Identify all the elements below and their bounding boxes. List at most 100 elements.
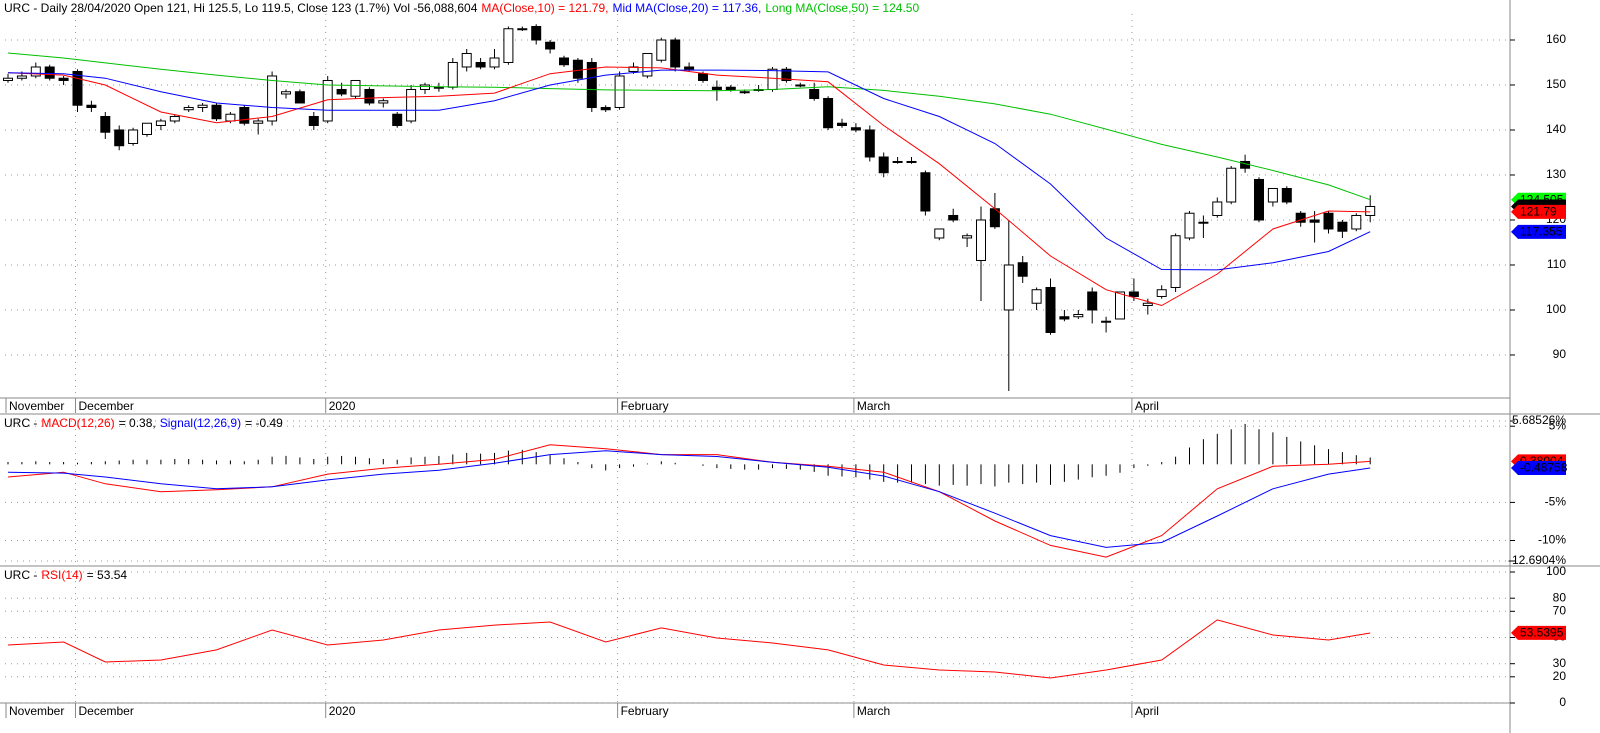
candle-body (461, 52, 472, 68)
candle-body (962, 235, 973, 239)
date-label: February (621, 704, 669, 718)
candle-body (976, 219, 986, 261)
y-tick-label: 30 (1553, 656, 1567, 670)
last-value-label: 117.355 (1520, 225, 1563, 239)
last-value-label: -0.48758 (1520, 461, 1568, 475)
candle-body (725, 86, 736, 90)
candle-body (809, 88, 820, 99)
indicator-line (7, 66, 1371, 307)
candle-body (545, 41, 556, 50)
candle-body (572, 59, 583, 79)
y-tick-label: 5.68526% (1512, 413, 1566, 427)
candle-body (1017, 262, 1028, 277)
y-tick-label: 90 (1553, 347, 1567, 361)
y-tick-label: 80 (1553, 590, 1567, 604)
candle-body (1226, 167, 1237, 203)
candle-body (1212, 201, 1223, 216)
candle-body (1323, 212, 1334, 230)
date-label: March (857, 399, 890, 413)
candle-body (433, 86, 444, 89)
candle-body (850, 127, 861, 131)
header-segment: = -0.49 (245, 416, 283, 430)
last-value-label: 121.79 (1520, 205, 1557, 219)
header-segment: URC - (4, 416, 37, 430)
y-tick-label: 100 (1546, 564, 1566, 578)
y-tick-label: 0 (1559, 695, 1566, 709)
candle-body (1281, 187, 1292, 203)
candle-body (197, 104, 208, 108)
indicator-line (7, 52, 1371, 201)
y-tick-label: 130 (1546, 167, 1566, 181)
indicator-line (7, 69, 1371, 271)
header-segment: = 53.54 (87, 568, 128, 582)
header-segment: MACD(12,26) (41, 416, 114, 430)
candle-body (892, 160, 903, 163)
candle-body (447, 61, 458, 88)
candle-body (128, 129, 139, 144)
pane-header: URC - Daily 28/04/2020 Open 121, Hi 125.… (4, 1, 919, 15)
candle-body (642, 52, 653, 77)
candle-body (837, 122, 847, 126)
candle-body (600, 106, 611, 111)
candle-body (183, 106, 194, 111)
candle-body (1156, 289, 1167, 297)
candle-body (934, 228, 945, 239)
candle-body (781, 68, 792, 81)
candle-body (155, 120, 166, 126)
candle-body (739, 91, 750, 94)
candle-body (44, 66, 55, 79)
header-segment: MA(Close,10) = 121.79, (481, 1, 608, 15)
candle-body (1101, 320, 1112, 323)
indicator-line (7, 444, 1371, 558)
y-tick-label: 70 (1553, 603, 1567, 617)
candle-body (267, 75, 278, 122)
y-tick-label: 110 (1547, 257, 1566, 271)
candle-body (142, 122, 152, 135)
candle-body (1351, 214, 1362, 230)
candle-body (3, 77, 13, 81)
header-segment: URC - (4, 568, 37, 582)
candle-body (948, 214, 959, 221)
candle-body (1198, 221, 1209, 224)
candle-body (823, 97, 834, 129)
candle-body (656, 39, 667, 61)
header-segment: Signal(12,26,9) (160, 416, 241, 430)
pane-header: URC - MACD(12,26) = 0.38, Signal(12,26,9) = … (4, 416, 283, 430)
indicator-line (7, 619, 1371, 679)
candle-body (1309, 219, 1320, 223)
last-value-label: 53.5395 (1520, 626, 1564, 640)
candle-body (100, 115, 111, 133)
candle-body (1184, 212, 1195, 239)
header-segment: RSI(14) (41, 568, 82, 582)
last-value-box (1511, 224, 1566, 239)
y-tick-label: 100 (1546, 302, 1566, 316)
candle-body (420, 84, 430, 90)
date-label: 2020 (329, 704, 356, 718)
date-label: November (9, 704, 64, 718)
candle-body (767, 68, 778, 90)
candle-body (614, 75, 625, 108)
candle-body (559, 57, 569, 66)
candle-body (1170, 235, 1181, 288)
candle-body (1254, 178, 1264, 221)
candle-body (878, 156, 889, 174)
candle-body (1045, 286, 1056, 333)
y-tick-label: 150 (1546, 77, 1566, 91)
candle-body (489, 57, 500, 68)
candle-body (1267, 187, 1278, 203)
candle-body (169, 115, 180, 122)
date-label: February (621, 399, 669, 413)
y-tick-label: 140 (1546, 122, 1566, 136)
candle-body (531, 25, 542, 41)
candle-body (1337, 221, 1348, 232)
candle-body (517, 28, 528, 31)
date-label: December (79, 704, 134, 718)
date-label: March (857, 704, 890, 718)
candle-body (1073, 313, 1084, 318)
candle-body (698, 73, 708, 81)
candle-body (475, 61, 486, 68)
candle-body (1142, 302, 1153, 306)
candle-body (58, 77, 69, 81)
